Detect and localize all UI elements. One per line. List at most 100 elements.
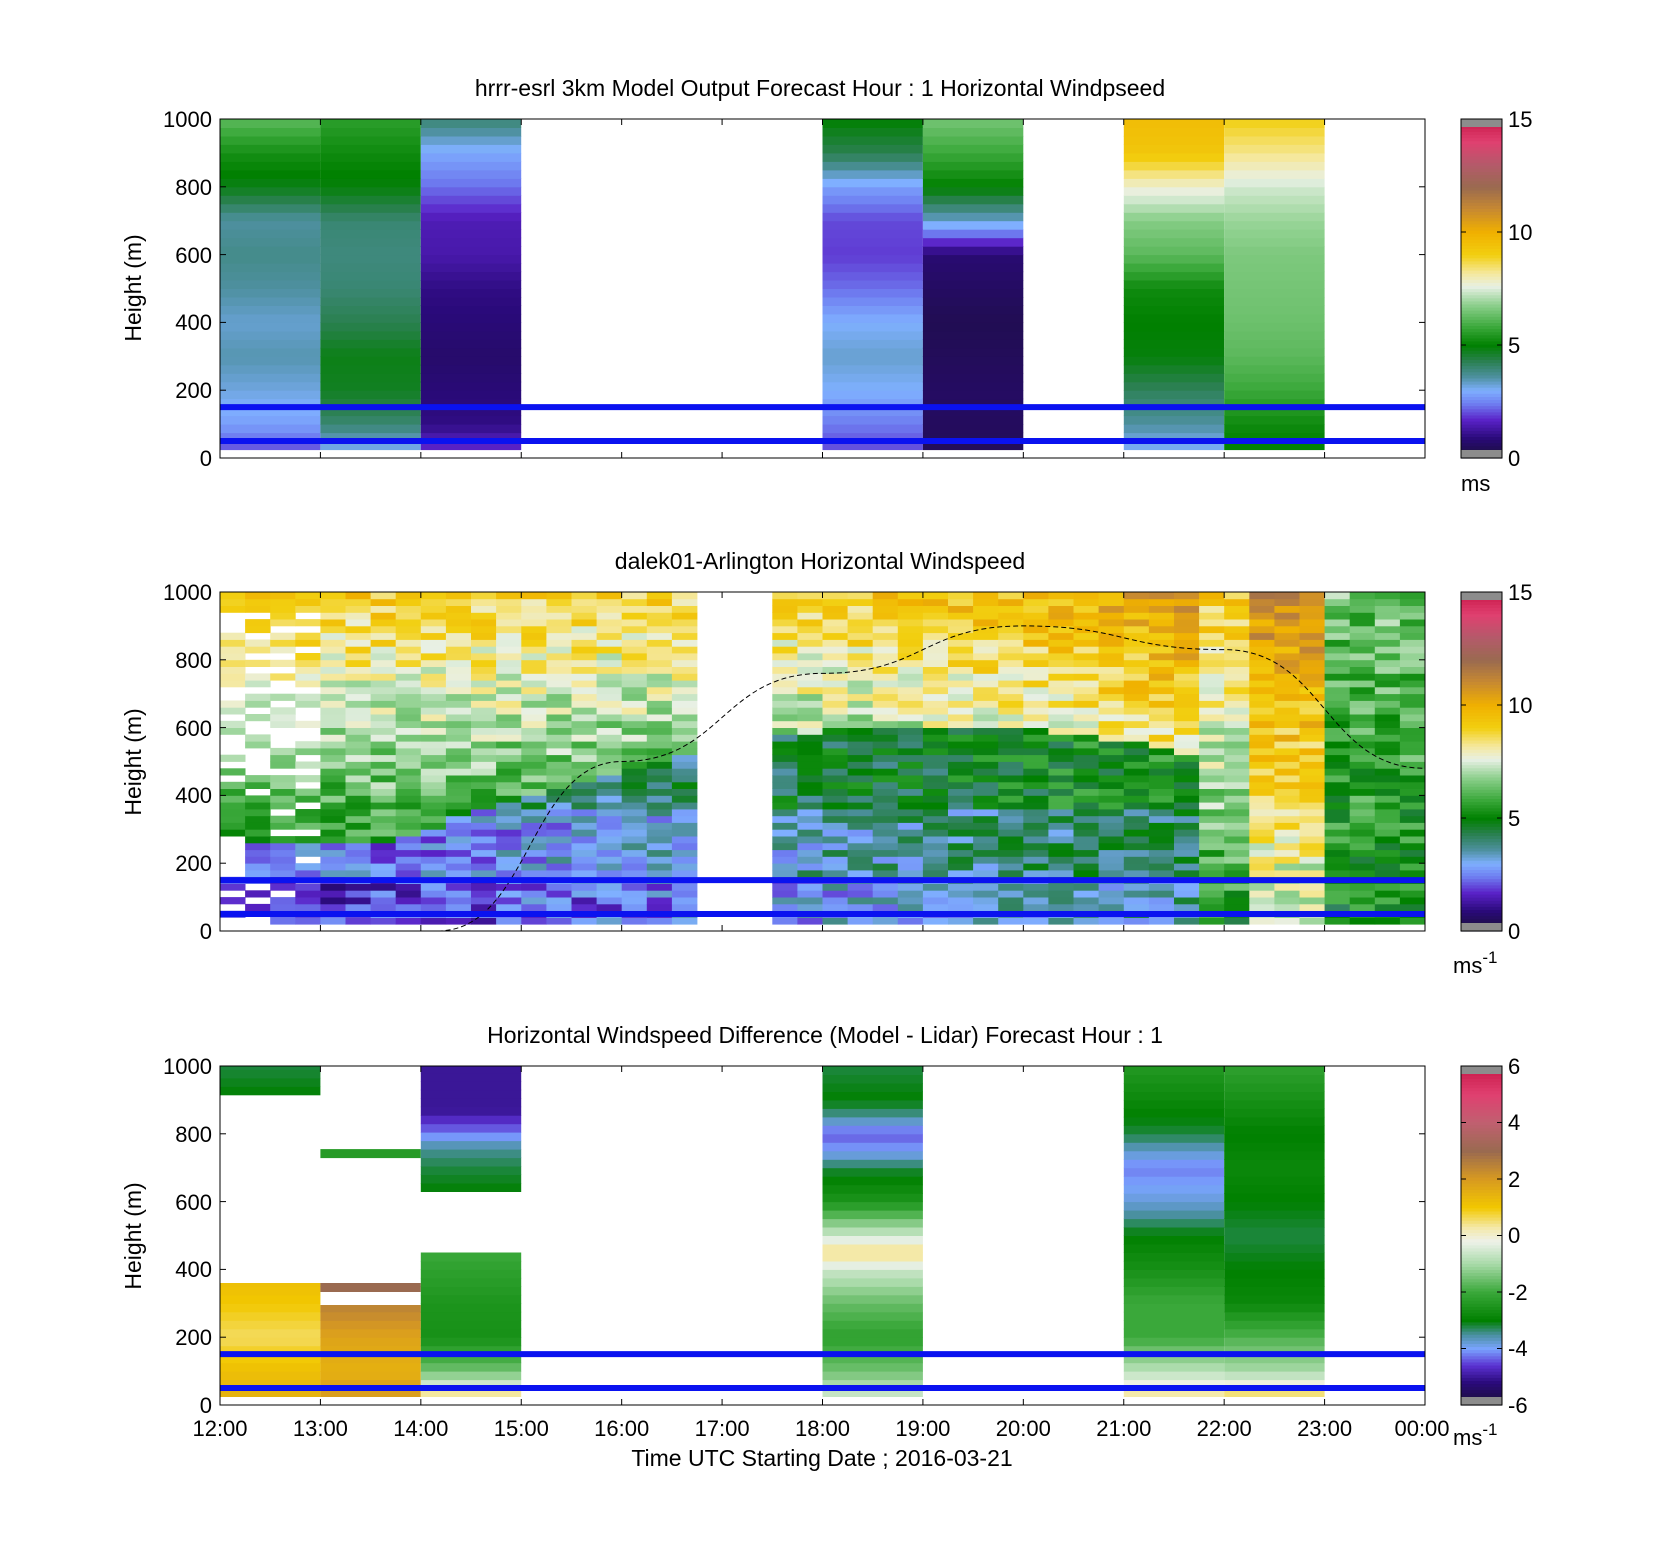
colorbar-swatch xyxy=(1461,152,1502,157)
colorbar-swatch xyxy=(1461,1321,1502,1326)
heatmap-cell xyxy=(245,734,271,742)
heatmap-cell xyxy=(1374,809,1401,817)
heatmap-cell xyxy=(1299,822,1325,830)
heatmap-cell xyxy=(646,659,673,667)
colorbar-swatch xyxy=(1461,300,1502,305)
panel-model-y-ticks: 0 200 400 600 800 1000 xyxy=(163,107,212,471)
colorbar-swatch xyxy=(1461,155,1502,160)
heatmap-cell xyxy=(1098,646,1125,654)
heatmap-cell xyxy=(1224,1371,1325,1381)
heatmap-cell xyxy=(220,322,321,332)
heatmap-cell xyxy=(1023,605,1049,613)
heatmap-cell xyxy=(621,707,648,715)
heatmap-cell xyxy=(1123,747,1150,756)
heatmap-cell xyxy=(270,856,296,864)
heatmap-cell xyxy=(1073,822,1099,830)
heatmap-cell xyxy=(1023,754,1049,762)
heatmap-cell xyxy=(847,734,874,742)
heatmap-cell xyxy=(1374,890,1401,898)
colorbar-swatch xyxy=(1461,146,1502,151)
heatmap-cell xyxy=(1299,659,1325,667)
heatmap-cell xyxy=(445,775,472,783)
heatmap-cell xyxy=(822,1108,923,1118)
heatmap-cell xyxy=(420,1345,522,1355)
heatmap-cell xyxy=(621,897,648,905)
heatmap-cell xyxy=(847,856,874,864)
heatmap-cell xyxy=(546,720,572,728)
colorbar-swatch xyxy=(1461,810,1502,815)
heatmap-cell xyxy=(1374,842,1401,851)
heatmap-cell xyxy=(1249,632,1275,640)
heatmap-cell xyxy=(471,707,497,715)
heatmap-cell xyxy=(847,619,874,627)
heatmap-cell xyxy=(1073,659,1099,667)
heatmap-cell xyxy=(295,842,321,851)
heatmap-cell xyxy=(420,322,522,332)
heatmap-cell xyxy=(1349,897,1376,905)
heatmap-cell xyxy=(1048,592,1074,600)
colorbar-swatch xyxy=(1461,912,1502,917)
heatmap-cell xyxy=(1123,612,1150,620)
heatmap-cell xyxy=(1148,863,1175,871)
heatmap-cell xyxy=(1299,903,1325,912)
heatmap-cell xyxy=(1098,842,1125,851)
heatmap-cell xyxy=(420,1362,522,1372)
heatmap-cell xyxy=(521,897,547,905)
heatmap-cell xyxy=(1174,680,1200,688)
heatmap-cell xyxy=(1399,592,1426,600)
heatmap-cell xyxy=(973,639,999,647)
heatmap-cell xyxy=(546,659,572,667)
heatmap-cell xyxy=(671,849,698,857)
heatmap-cell xyxy=(822,653,848,661)
heatmap-cell xyxy=(1123,297,1225,306)
heatmap-cell xyxy=(948,639,974,647)
heatmap-cell xyxy=(420,1183,522,1192)
heatmap-cell xyxy=(897,639,924,647)
heatmap-cell xyxy=(420,1320,522,1330)
colorbar-swatch xyxy=(1461,1143,1502,1147)
heatmap-cell xyxy=(1224,802,1250,810)
heatmap-cell xyxy=(621,788,648,796)
heatmap-cell xyxy=(998,693,1024,701)
heatmap-cell xyxy=(546,666,572,674)
heatmap-cell xyxy=(1098,768,1125,776)
colorbar-swatch xyxy=(1461,715,1502,719)
heatmap-cell xyxy=(320,169,421,179)
heatmap-cell xyxy=(1123,890,1150,898)
heatmap-cell xyxy=(596,707,623,715)
heatmap-cell xyxy=(621,870,648,878)
heatmap-cell xyxy=(822,424,923,434)
heatmap-cell xyxy=(1148,897,1175,905)
heatmap-cell xyxy=(797,727,823,735)
heatmap-cell xyxy=(922,598,949,606)
colorbar-swatch xyxy=(1461,1346,1502,1351)
heatmap-cell xyxy=(320,229,421,239)
heatmap-cell xyxy=(370,619,397,627)
heatmap-cell xyxy=(797,700,823,708)
heatmap-cell xyxy=(1048,632,1074,640)
heatmap-cell xyxy=(621,693,648,701)
heatmap-cell xyxy=(370,809,397,817)
heatmap-cell xyxy=(922,734,949,742)
heatmap-cell xyxy=(571,639,597,647)
heatmap-cell xyxy=(922,203,1024,213)
heatmap-cell xyxy=(1098,673,1125,681)
heatmap-cell xyxy=(471,734,497,742)
heatmap-cell xyxy=(797,788,823,796)
heatmap-cell xyxy=(1123,1269,1225,1279)
colorbar-swatch xyxy=(1461,767,1502,772)
heatmap-cell xyxy=(471,903,497,912)
heatmap-cell xyxy=(772,781,798,789)
heatmap-cell xyxy=(872,788,899,796)
heatmap-cell xyxy=(1224,178,1325,188)
heatmap-cell xyxy=(546,761,572,769)
heatmap-cell xyxy=(973,653,999,661)
heatmap-cell xyxy=(1123,152,1225,162)
heatmap-cell xyxy=(1123,313,1225,323)
heatmap-cell xyxy=(621,883,648,891)
heatmap-cell xyxy=(922,788,949,796)
heatmap-cell xyxy=(922,686,949,695)
heatmap-cell xyxy=(496,822,522,830)
heatmap-cell xyxy=(395,829,422,837)
colorbar-swatch xyxy=(1461,353,1502,357)
